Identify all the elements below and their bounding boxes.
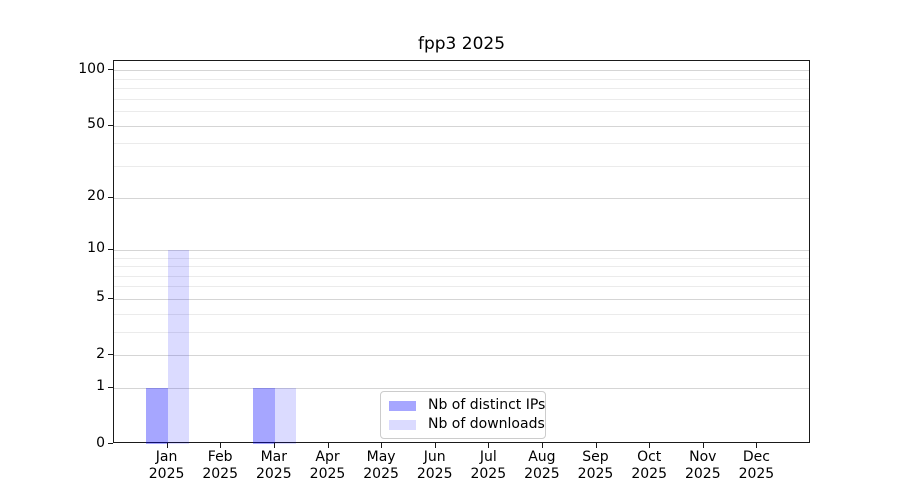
gridline-major xyxy=(114,249,809,251)
legend-swatch-distinct-ips xyxy=(389,400,416,411)
gridline-minor xyxy=(114,78,809,80)
y-tick-mark xyxy=(108,248,113,250)
x-tick-label-nov: Nov 2025 xyxy=(684,449,721,482)
gridline-minor xyxy=(114,257,809,259)
x-tick-mark xyxy=(541,443,543,448)
x-tick-label-jan: Jan 2025 xyxy=(148,449,185,482)
legend-label-downloads: Nb of downloads xyxy=(428,416,545,432)
bar-downloads-jan xyxy=(167,249,190,444)
x-tick-mark xyxy=(595,443,597,448)
gridline-major xyxy=(114,387,809,389)
x-tick-label-aug: Aug 2025 xyxy=(524,449,560,482)
x-tick-label-may: May 2025 xyxy=(363,449,399,482)
x-tick-mark xyxy=(327,443,329,448)
x-tick-mark xyxy=(166,443,168,448)
x-tick-label-jun: Jun 2025 xyxy=(416,449,453,482)
x-tick-label-jul: Jul 2025 xyxy=(470,449,507,482)
bar-distinct-ips-mar xyxy=(253,387,275,444)
x-tick-mark xyxy=(381,443,383,448)
bar-distinct-ips-jan xyxy=(146,387,168,444)
x-tick-mark xyxy=(434,443,436,448)
y-tick-mark xyxy=(108,354,113,355)
gridline-minor xyxy=(114,286,809,288)
gridline-minor xyxy=(114,266,809,268)
gridline-major xyxy=(114,197,809,199)
x-tick-label-sep: Sep 2025 xyxy=(577,449,614,482)
gridline-major xyxy=(114,298,809,300)
y-tick-mark xyxy=(108,196,113,198)
x-tick-label-feb: Feb 2025 xyxy=(202,449,238,482)
gridline-minor xyxy=(114,111,809,113)
x-tick-mark xyxy=(273,443,275,448)
x-tick-mark xyxy=(756,443,758,448)
legend-label-distinct-ips: Nb of distinct IPs xyxy=(428,397,546,413)
bar-downloads-mar xyxy=(274,387,297,444)
y-tick-label: 50 xyxy=(87,116,105,133)
gridline-minor xyxy=(114,165,809,167)
legend-item-downloads: Nb of downloads xyxy=(381,415,545,434)
plot-area: Nb of distinct IPs Nb of downloads xyxy=(113,60,810,444)
gridline-major xyxy=(114,355,809,356)
x-tick-label-dec: Dec 2025 xyxy=(738,449,775,482)
gridline-minor xyxy=(114,143,809,145)
x-tick-mark xyxy=(702,443,704,448)
y-tick-mark xyxy=(108,386,113,388)
legend-swatch-downloads xyxy=(389,419,416,430)
y-tick-label: 2 xyxy=(96,345,105,362)
y-tick-label: 1 xyxy=(96,378,105,395)
x-tick-mark xyxy=(649,443,651,448)
x-tick-label-oct: Oct 2025 xyxy=(631,449,667,482)
gridline-minor xyxy=(114,313,809,315)
y-tick-mark xyxy=(108,124,113,126)
x-tick-label-mar: Mar 2025 xyxy=(255,449,292,482)
y-tick-label: 0 xyxy=(96,434,105,451)
gridline-major xyxy=(114,70,809,72)
x-tick-mark xyxy=(488,443,490,448)
y-tick-mark xyxy=(108,69,113,71)
y-tick-mark xyxy=(108,297,113,299)
legend: Nb of distinct IPs Nb of downloads xyxy=(380,391,546,439)
x-tick-label-apr: Apr 2025 xyxy=(309,449,346,482)
x-tick-mark xyxy=(220,443,222,448)
gridline-minor xyxy=(114,88,809,90)
y-tick-label: 20 xyxy=(87,188,105,204)
gridline-minor xyxy=(114,98,809,100)
gridline-minor xyxy=(114,331,809,333)
y-tick-label: 5 xyxy=(96,289,105,306)
chart-title: fpp3 2025 xyxy=(417,34,506,54)
y-tick-mark xyxy=(108,443,113,444)
y-tick-label: 100 xyxy=(78,60,105,77)
gridline-minor xyxy=(114,275,809,277)
gridline-major xyxy=(114,125,809,127)
legend-item-distinct-ips: Nb of distinct IPs xyxy=(381,396,545,415)
y-tick-label: 10 xyxy=(87,240,105,257)
